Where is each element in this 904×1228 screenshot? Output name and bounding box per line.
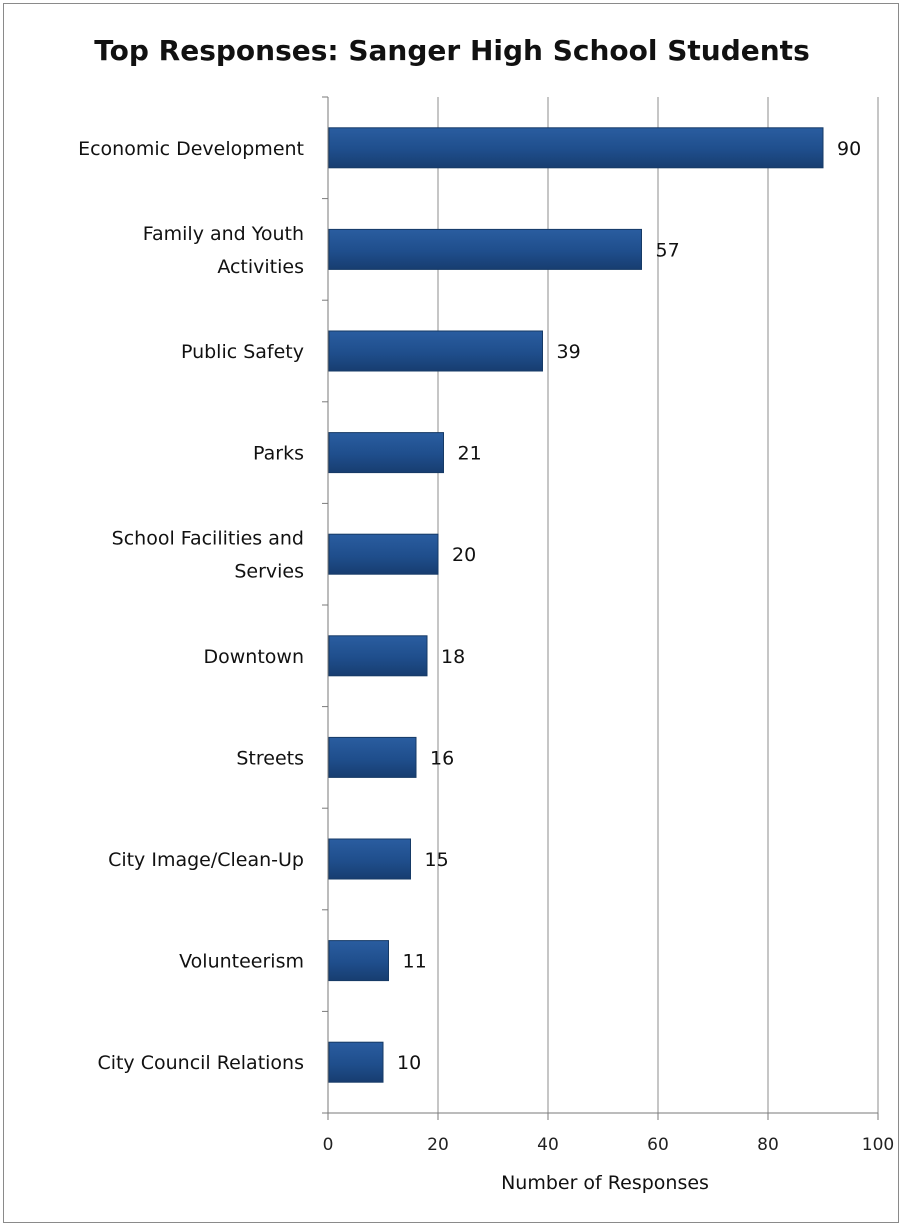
- data-label: 10: [397, 1052, 421, 1074]
- category-label: Economic Development: [78, 138, 304, 160]
- bar: [328, 330, 543, 372]
- bar: [328, 940, 389, 982]
- data-label: 15: [425, 849, 449, 871]
- bar: [328, 1041, 384, 1083]
- category-label: City Council Relations: [97, 1052, 304, 1074]
- data-label: 57: [656, 239, 680, 261]
- x-axis-title: Number of Responses: [501, 1172, 709, 1194]
- chart-title: Top Responses: Sanger High School Studen…: [94, 34, 810, 67]
- chart-frame: [3, 3, 899, 1223]
- category-label: Streets: [236, 747, 304, 769]
- axes: [322, 96, 879, 1120]
- category-label: Public Safety: [181, 341, 304, 363]
- bar: [328, 736, 417, 778]
- x-tick-label: 100: [862, 1135, 894, 1155]
- data-label: 90: [837, 138, 861, 160]
- category-label: Volunteerism: [179, 951, 304, 973]
- x-tick-label: 80: [757, 1135, 779, 1155]
- x-tick-label: 40: [537, 1135, 559, 1155]
- bar: [328, 533, 439, 575]
- bar: [328, 228, 642, 270]
- category-label: School Facilities and Servies: [112, 528, 304, 583]
- bars: [328, 127, 824, 1083]
- x-tick-label: 0: [323, 1135, 334, 1155]
- bar: [328, 838, 411, 880]
- bar: [328, 127, 824, 169]
- category-label: Family and Youth Activities: [143, 223, 304, 278]
- x-tick-label: 60: [647, 1135, 669, 1155]
- data-label: 39: [557, 341, 581, 363]
- data-label: 21: [458, 443, 482, 465]
- data-label: 20: [452, 544, 476, 566]
- x-tick-label: 20: [427, 1135, 449, 1155]
- data-label: 16: [430, 747, 454, 769]
- labels: 0 20 40 60 80 100 90 Economic Development 57 Fami…: [78, 138, 894, 1155]
- data-label: 11: [403, 951, 427, 973]
- category-label: Downtown: [204, 646, 305, 668]
- bar: [328, 432, 444, 474]
- data-label: 18: [441, 646, 465, 668]
- bar: [328, 635, 428, 677]
- category-label: Parks: [253, 443, 304, 465]
- category-label: City Image/Clean-Up: [108, 849, 304, 871]
